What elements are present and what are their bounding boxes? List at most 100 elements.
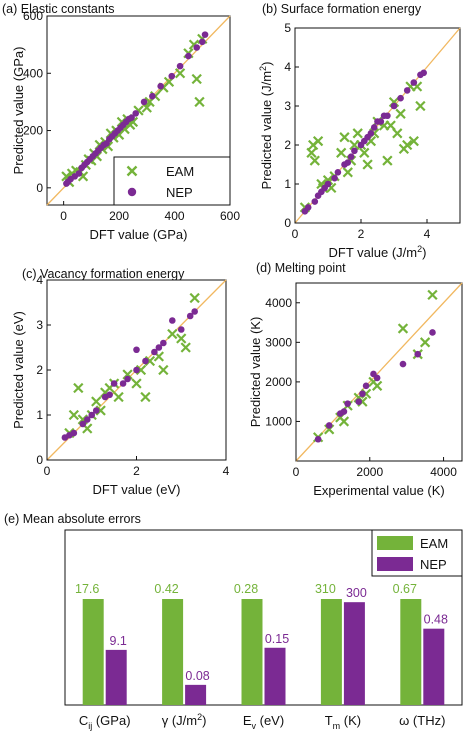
x-axis-label-superscript: 2	[417, 244, 422, 254]
panel-e-title: (e) Mean absolute errors	[4, 512, 141, 526]
eam-point	[338, 416, 350, 427]
nep-point	[140, 98, 148, 106]
panel-a-title: (a) Elastic constants	[2, 2, 115, 16]
panel-a-y-axis-label: Predicted value (GPa)	[11, 47, 26, 175]
y-tick-label: 0	[36, 453, 43, 467]
nep-bar	[105, 649, 127, 705]
nep-point	[124, 375, 131, 383]
y-tick-label: 0	[284, 216, 291, 230]
nep-bar	[423, 628, 445, 705]
nep-bar	[185, 684, 207, 705]
eam-point	[397, 323, 409, 334]
nep-point	[168, 72, 176, 80]
nep-point	[106, 391, 113, 399]
y-tick-label: 2	[36, 363, 43, 377]
nep-point	[75, 170, 83, 177]
eam-value-label: 0.67	[393, 582, 417, 596]
category-label-tail: (eV)	[256, 713, 284, 728]
eam-point	[385, 120, 396, 131]
eam-point	[392, 128, 403, 139]
nep-point	[377, 118, 385, 125]
panel-d-frame	[295, 282, 463, 462]
x-tick-label: 4	[223, 464, 230, 478]
y-axis-label-end: )	[259, 62, 274, 66]
nep-point	[176, 62, 184, 70]
nep-point	[169, 317, 176, 324]
panel-b-frame	[294, 27, 461, 224]
eam-point	[352, 128, 363, 139]
x-tick-label: 400	[165, 209, 185, 223]
legend-nep-label: NEP	[166, 185, 193, 200]
eam-value-label: 0.42	[154, 582, 178, 596]
x-tick-label: 2000	[356, 465, 383, 479]
eam-point	[362, 159, 373, 170]
category-label-main: C	[79, 713, 88, 728]
nep-point	[351, 147, 358, 155]
x-tick-label: 0	[292, 227, 299, 241]
eam-point	[140, 391, 151, 403]
nep-point	[362, 382, 370, 390]
y-tick-label: 4	[284, 60, 291, 74]
nep-point	[373, 374, 381, 382]
x-tick-label: 0	[293, 465, 300, 479]
category-label-main: T	[325, 713, 333, 728]
eam-point	[415, 100, 426, 112]
panel-e-frame	[64, 529, 463, 706]
eam-point	[191, 73, 202, 85]
x-axis-label-text: DFT value (GPa)	[89, 227, 187, 242]
y-tick-label: 2000	[265, 375, 292, 389]
category-label-tail: )	[202, 713, 206, 728]
eam-bar	[82, 599, 104, 705]
nep-point	[128, 114, 135, 121]
nep-point	[314, 435, 322, 443]
eam-point	[359, 147, 370, 158]
eam-point	[189, 292, 200, 304]
y-tick-label: 600	[23, 9, 43, 23]
x-axis-label-text: Experimental value (K)	[313, 483, 445, 498]
nep-point	[420, 69, 428, 77]
nep-bar	[264, 647, 286, 705]
legend-eam-swatch	[377, 536, 413, 550]
eam-point	[167, 328, 178, 340]
x-axis-label-end: )	[422, 245, 426, 260]
nep-value-label: 300	[346, 586, 367, 600]
y-tick-label: 3000	[265, 335, 292, 349]
nep-value-label: 0.08	[185, 669, 209, 683]
eam-point	[306, 147, 317, 158]
nep-point	[83, 416, 91, 423]
legend-eam-label: EAM	[166, 164, 194, 179]
panel-d-title: (d) Melting point	[256, 261, 346, 275]
nep-point	[79, 420, 87, 428]
panel-d-diagonal-line	[295, 282, 463, 462]
eam-point	[91, 396, 102, 407]
nep-point	[397, 94, 404, 102]
nep-value-label: 9.1	[110, 634, 127, 648]
eam-bar	[320, 599, 342, 705]
y-tick-label: 400	[23, 66, 43, 80]
legend-box	[113, 156, 231, 206]
eam-point	[395, 108, 406, 119]
eam-point	[176, 333, 187, 344]
nep-point	[160, 339, 167, 347]
eam-point	[131, 378, 142, 389]
x-tick-label: 0	[60, 209, 67, 223]
nep-point	[157, 82, 164, 90]
panel-a-scatter: (a) Elastic constants 0 200 400 600 0 200 400 60…	[2, 2, 240, 242]
eam-point	[309, 155, 320, 166]
x-tick-label: 2	[133, 464, 140, 478]
nep-value-label: 0.48	[424, 613, 448, 627]
category-label-tail: (K)	[340, 713, 361, 728]
nep-point	[133, 346, 140, 354]
y-tick-label: 3	[284, 99, 291, 113]
y-tick-label: 1000	[265, 414, 292, 428]
eam-value-label: 0.28	[234, 582, 258, 596]
nep-point	[88, 411, 96, 419]
nep-point	[414, 350, 422, 358]
legend-nep-marker	[127, 187, 137, 197]
x-tick-label: 200	[109, 209, 129, 223]
nep-point	[390, 102, 398, 110]
panel-d-x-axis-label: Experimental value (K)	[313, 483, 445, 498]
nep-point	[331, 174, 338, 182]
nep-point	[191, 308, 198, 315]
legend-eam-marker	[126, 165, 138, 177]
